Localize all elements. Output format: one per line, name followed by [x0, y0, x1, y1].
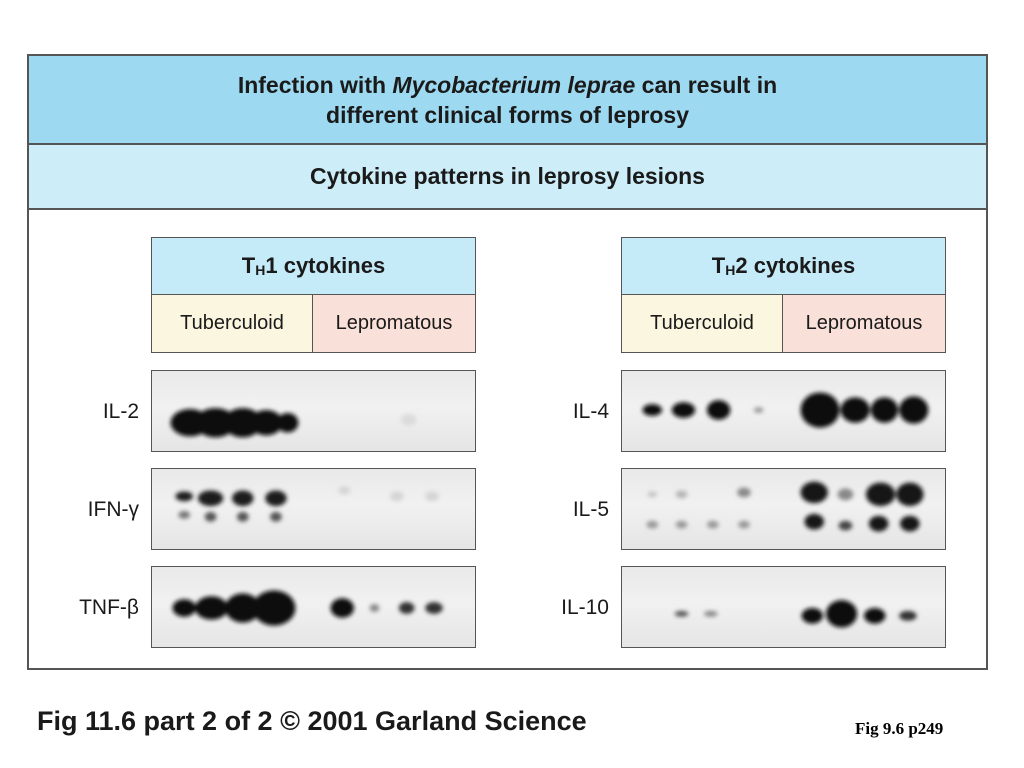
blot-il2 — [151, 370, 476, 452]
species-name: Mycobacterium leprae — [392, 71, 636, 98]
blot-tnf-beta — [151, 566, 476, 648]
row-label-tnf-beta: TNF-β — [79, 596, 139, 619]
row-label-ifn-gamma: IFN-γ — [87, 498, 139, 521]
row-label-il2: IL-2 — [102, 400, 139, 423]
blot-il10-image — [674, 600, 917, 628]
title-prefix: Infection with — [237, 71, 393, 98]
blot-il2-image — [170, 408, 417, 438]
row-label-il10: IL-10 — [561, 596, 609, 619]
figure-panel: Infection with Mycobacterium leprae can … — [27, 54, 988, 670]
th1-title-sub: H — [255, 262, 266, 278]
blot-ifn-gamma — [151, 468, 476, 550]
row-label-il4: IL-4 — [572, 400, 609, 423]
blot-tnf-beta-image — [172, 590, 443, 626]
figure-title-line1: Infection with Mycobacterium leprae can … — [238, 70, 777, 100]
blot-il5 — [621, 468, 946, 550]
blot-il4-image — [642, 392, 929, 428]
figure-reference: Fig 9.6 p249 — [855, 719, 944, 738]
th1-title-t: T — [241, 253, 256, 278]
th1-title-rest: 1 cytokines — [265, 253, 386, 278]
row-label-il5: IL-5 — [572, 498, 609, 521]
th2-title-t: T — [711, 253, 726, 278]
th1-tuberculoid-column: Tuberculoid — [152, 295, 313, 352]
figure-title-line2: different clinical forms of leprosy — [326, 101, 689, 128]
th2-lepromatous-column: Lepromatous — [783, 295, 945, 352]
figure-title: Infection with Mycobacterium leprae can … — [29, 56, 986, 145]
blot-il5-image — [646, 481, 924, 532]
figure-subtitle: Cytokine patterns in leprosy lesions — [29, 145, 986, 210]
figure-caption: Fig 11.6 part 2 of 2 © 2001 Garland Scie… — [37, 706, 587, 736]
blot-il4 — [621, 370, 946, 452]
th2-title-rest: 2 cytokines — [735, 253, 856, 278]
th2-tuberculoid-column: Tuberculoid — [622, 295, 783, 352]
blot-il10 — [621, 566, 946, 648]
blot-ifn-gamma-image — [175, 486, 439, 522]
th1-lepromatous-column: Lepromatous — [313, 295, 475, 352]
title-suffix: can result in — [635, 71, 778, 98]
th2-title-sub: H — [725, 262, 736, 278]
